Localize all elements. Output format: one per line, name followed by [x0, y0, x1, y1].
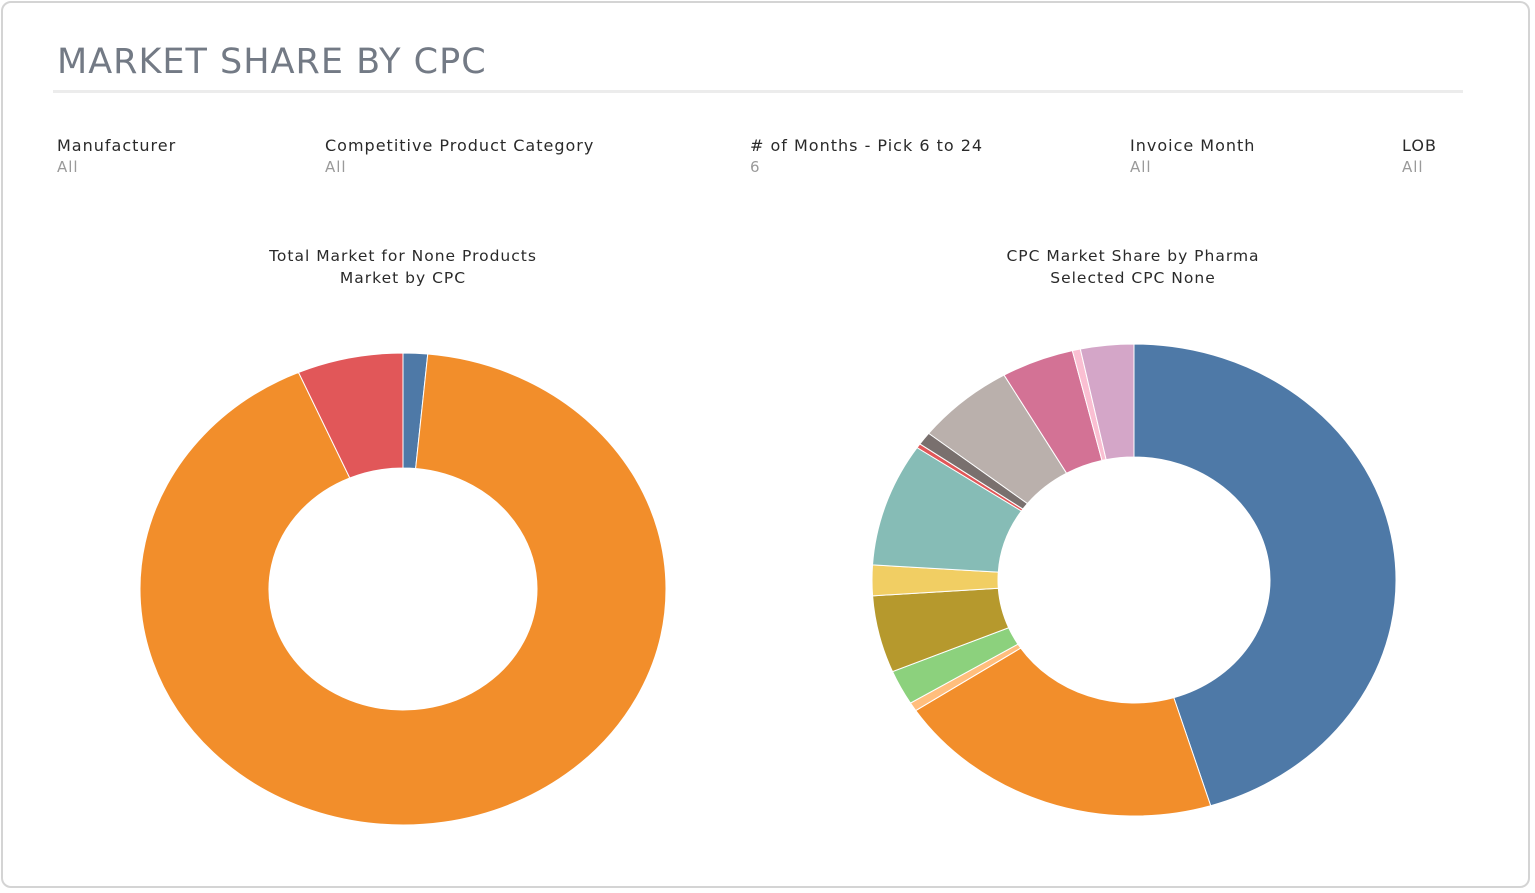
donut-slice-3[interactable] [297, 352, 404, 479]
donut-slice-13[interactable] [1079, 343, 1135, 461]
filter-label: Competitive Product Category [325, 136, 595, 155]
chart-1-title: Total Market for None Products [269, 247, 537, 265]
filter-competitive-product-category[interactable]: Competitive Product Category All [325, 136, 594, 178]
filter-label: Manufacturer [57, 136, 177, 155]
filter-invoice-month[interactable]: Invoice Month All [1130, 136, 1255, 178]
title-divider [53, 90, 1463, 93]
chart-2-title-block: CPC Market Share by Pharma Selected CPC … [933, 245, 1333, 289]
filter-label: Invoice Month [1130, 136, 1256, 155]
filter-manufacturer[interactable]: Manufacturer All [57, 136, 176, 178]
page-title: MARKET SHARE BY CPC [57, 42, 487, 82]
filter-value: All [57, 158, 79, 176]
filter-number-of-months[interactable]: # of Months - Pick 6 to 24 6 [750, 136, 983, 178]
filter-value: All [325, 158, 347, 176]
filter-label: LOB [1402, 136, 1437, 155]
donut-slice-2[interactable] [914, 647, 1212, 817]
filter-lob[interactable]: LOB All [1402, 136, 1437, 178]
chart-1-title-block: Total Market for None Products Market by… [203, 245, 603, 289]
donut-slice-2[interactable] [139, 353, 667, 826]
filter-label: # of Months - Pick 6 to 24 [750, 136, 984, 155]
donut-chart-cpc-market-share [871, 343, 1397, 817]
filter-value: All [1402, 158, 1424, 176]
chart-2-title: CPC Market Share by Pharma [1006, 247, 1260, 265]
filter-value: All [1130, 158, 1152, 176]
donut-slice-1[interactable] [1133, 343, 1397, 807]
chart-1-subtitle: Market by CPC [339, 269, 467, 287]
filter-value: 6 [750, 158, 761, 176]
chart-2-subtitle: Selected CPC None [1050, 269, 1216, 287]
donut-chart-total-market [139, 352, 667, 826]
